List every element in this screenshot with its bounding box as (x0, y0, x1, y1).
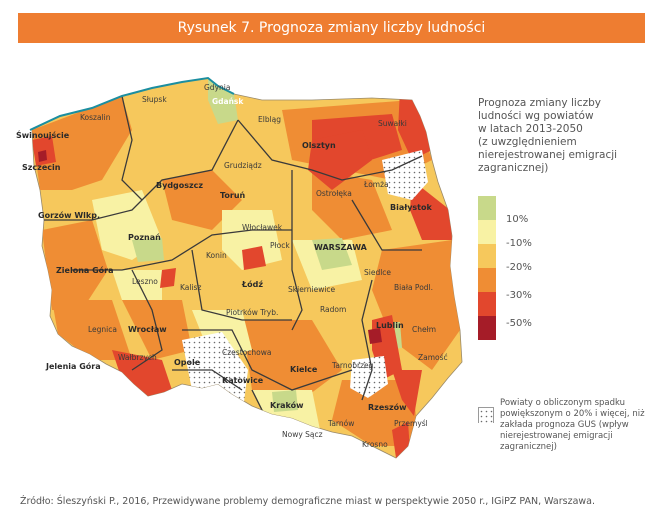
city-label: Wrocław (128, 325, 167, 334)
city-label: Przemyśl (394, 419, 428, 428)
city-label: Rzeszów (368, 402, 407, 412)
legend-title-line: (z uwzględnieniem (478, 136, 577, 148)
legend-tick-label: -10% (506, 238, 532, 249)
city-label: Tarnobrzeg (331, 361, 374, 370)
city-label: Toruń (220, 191, 246, 200)
baltic-coast-line (29, 76, 235, 131)
city-label: Skierniewice (288, 285, 336, 294)
city-label: Gdynia (204, 83, 230, 92)
poland-map: Gdynia Gdańsk Słupsk Koszalin Świnoujści… (12, 70, 472, 465)
city-label: Łódź (241, 279, 263, 289)
city-label: Grudziądz (224, 161, 262, 170)
city-label: Chełm (412, 325, 436, 334)
legend-note-text: Powiaty o obliczonym spadku powiększonym… (500, 398, 645, 452)
city-label: Nowy Sącz (282, 430, 323, 439)
city-label: Biała Podl. (394, 283, 433, 292)
city-label: Radom (320, 305, 346, 314)
legend-swatch (478, 220, 496, 244)
legend-swatch (478, 268, 496, 292)
city-label: Świnoujście (16, 129, 70, 140)
dots-icon (479, 409, 493, 423)
city-label: Jelenia Góra (45, 361, 101, 371)
legend: Prognoza zmiany liczby ludności wg powia… (478, 97, 648, 175)
legend-tick-label: -50% (506, 318, 532, 329)
legend-swatch (478, 316, 496, 340)
city-label: Włocławek (242, 223, 283, 232)
city-label: Zielona Góra (56, 265, 114, 275)
city-label: Szczecin (22, 163, 61, 172)
legend-title-line: ludności wg powiatów (478, 110, 594, 122)
city-labels: Gdynia Gdańsk Słupsk Koszalin Świnoujści… (16, 83, 448, 449)
legend-swatch (478, 244, 496, 268)
city-label: Koszalin (80, 113, 111, 122)
legend-title-line: Prognoza zmiany liczby (478, 97, 601, 109)
legend-tick-label: -20% (506, 262, 532, 273)
choropleth-patches (32, 78, 460, 458)
city-label: Konin (206, 251, 227, 260)
city-label: Zamość (418, 353, 448, 362)
city-label: Tarnów (327, 419, 354, 428)
figure-title: Rysunek 7. Prognoza zmiany liczby ludnoś… (18, 13, 645, 43)
city-label: Bydgoszcz (156, 181, 203, 190)
dotted-area-podlasie (382, 150, 428, 200)
city-label: Słupsk (142, 95, 167, 104)
city-label: Kraków (270, 400, 304, 410)
city-label: Białystok (390, 203, 433, 212)
city-label: Katowice (222, 376, 264, 385)
city-label: Kalisz (180, 283, 201, 292)
city-label: Poznań (128, 233, 161, 242)
city-label: Opole (174, 358, 201, 367)
city-label: Wałbrzych (118, 353, 157, 362)
city-label: Piotrków Tryb. (226, 308, 278, 317)
city-label: Gdańsk (212, 97, 244, 106)
legend-tick-label: -30% (506, 290, 532, 301)
map-svg: Gdynia Gdańsk Słupsk Koszalin Świnoujści… (16, 76, 463, 459)
legend-swatch (478, 196, 496, 220)
city-label: Siedlce (364, 268, 391, 277)
legend-swatch (478, 292, 496, 316)
legend-title-line: nierejestrowanej emigracji (478, 149, 618, 161)
city-label: Płock (270, 241, 290, 250)
city-label: Kielce (290, 365, 318, 374)
city-label: WARSZAWA (314, 243, 368, 252)
city-label: Olsztyn (302, 141, 336, 150)
city-label: Łomża (363, 180, 389, 189)
legend-title-line: zagranicznej) (478, 162, 549, 174)
voivodeship-borders (40, 95, 423, 431)
city-label: Suwałki (378, 119, 407, 128)
source-caption: Źródło: Śleszyński P., 2016, Przewidywan… (20, 496, 595, 507)
legend-title: Prognoza zmiany liczby ludności wg powia… (478, 97, 648, 175)
city-label: Gorzów Wlkp. (38, 210, 100, 220)
city-label: Częstochowa (222, 348, 271, 357)
city-label: Ostrołęka (316, 189, 352, 198)
legend-tick-label: 10% (506, 214, 529, 225)
legend-title-line: w latach 2013-2050 (478, 123, 583, 135)
city-label: Lublin (376, 321, 404, 330)
city-label: Legnica (88, 325, 117, 334)
dotted-pattern-swatch (478, 407, 494, 423)
city-label: Krosno (362, 440, 388, 449)
city-label: Elbląg (258, 115, 281, 124)
city-label: Leszno (132, 277, 158, 286)
